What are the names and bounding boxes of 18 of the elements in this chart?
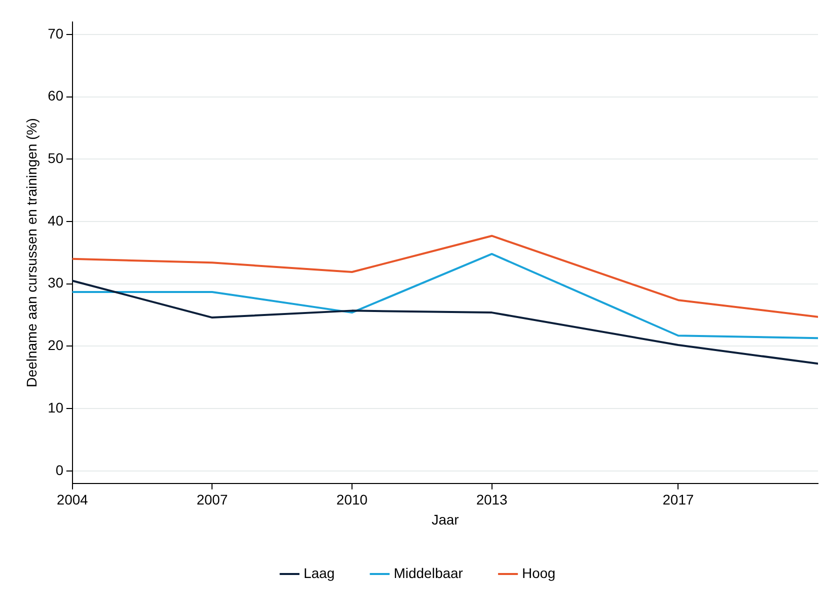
y-axis-title: Deelname aan cursussen en trainingen (%) bbox=[23, 118, 40, 388]
y-tick-label: 20 bbox=[48, 337, 64, 354]
x-axis-title: Jaar bbox=[432, 511, 460, 528]
legend-label: Hoog bbox=[522, 564, 556, 581]
y-tick-label: 70 bbox=[48, 25, 64, 42]
legend-label: Laag bbox=[304, 564, 335, 581]
x-tick-label: 2013 bbox=[476, 492, 508, 508]
x-tick-label: 2007 bbox=[196, 492, 228, 508]
y-tick-label: 0 bbox=[56, 462, 64, 478]
y-tick-label: 30 bbox=[48, 274, 64, 291]
y-tick-label: 10 bbox=[48, 399, 64, 416]
x-tick-label: 2017 bbox=[662, 492, 694, 508]
x-tick-label: 2010 bbox=[336, 492, 368, 508]
x-tick-label: 2004 bbox=[56, 492, 88, 508]
y-tick-label: 50 bbox=[48, 150, 64, 166]
legend-label: Middelbaar bbox=[394, 564, 464, 581]
y-tick-label: 40 bbox=[48, 212, 64, 228]
y-tick-label: 60 bbox=[48, 88, 64, 104]
